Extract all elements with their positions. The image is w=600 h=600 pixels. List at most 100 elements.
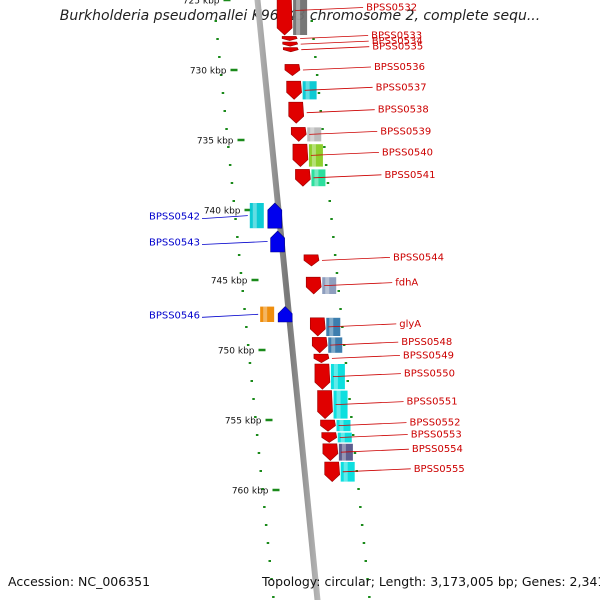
leader-line: [304, 86, 373, 91]
leader-line: [342, 468, 411, 473]
cog-block-BPSS0532: [293, 0, 308, 35]
gene-arrow-BPSS0550: [314, 363, 331, 390]
guide-dot: [250, 380, 253, 382]
guide-dot: [328, 200, 331, 202]
guide-dot: [270, 578, 273, 580]
guide-dot: [219, 74, 223, 76]
guide-dot: [236, 236, 239, 238]
cog-block-BPSS0542: [249, 203, 264, 229]
cog-shine: [263, 306, 268, 322]
guide-dot: [368, 596, 371, 598]
leader-line: [332, 373, 401, 377]
guide-dot: [225, 128, 228, 130]
guide-dot: [246, 344, 250, 346]
gene-label-fdhA: fdhA: [395, 278, 418, 289]
gene-label-BPSS0534: BPSS0534: [372, 36, 423, 47]
guide-dot: [234, 218, 237, 220]
gene-arrow-BPSS0533: [281, 36, 298, 41]
gene-arrows: [267, 0, 341, 483]
gene-arrow-BPSS0542: [267, 202, 283, 229]
leader-line: [306, 109, 375, 114]
gene-label-BPSS0549: BPSS0549: [403, 350, 454, 361]
left-guide-dots: [214, 20, 275, 598]
gene-label-BPSS0539: BPSS0539: [380, 126, 431, 137]
leader-line: [300, 40, 369, 45]
gene-arrow-BPSS0536: [284, 64, 301, 76]
guide-dot: [228, 164, 232, 166]
guide-dot: [268, 560, 271, 562]
gene-label-glyA: glyA: [399, 319, 421, 330]
guide-dot: [310, 20, 313, 22]
gene-label-BPSS0538: BPSS0538: [378, 105, 429, 116]
leader-line: [340, 448, 409, 453]
leader-line: [300, 35, 369, 39]
gene-arrow-BPSS0539: [290, 127, 307, 142]
summary-text: Topology: circular; Length: 3,173,005 bp…: [262, 574, 600, 589]
leader-line: [321, 257, 390, 261]
leader-line: [335, 401, 404, 405]
guide-dot: [214, 20, 217, 22]
guide-dot: [243, 308, 246, 310]
guide-dot: [266, 542, 270, 544]
guide-dot: [337, 290, 340, 292]
guide-dot: [319, 110, 322, 112]
leader-line: [324, 282, 393, 286]
scale-tick-label: 735 kbp: [197, 137, 234, 147]
guide-dot: [359, 506, 362, 508]
gene-arrow-BPSS0552: [320, 419, 336, 432]
gene-arrow-BPSS0549: [313, 353, 330, 363]
guide-dot: [335, 272, 339, 274]
guide-dot: [323, 146, 326, 148]
gene-arrow-glyA: [309, 317, 326, 337]
guide-dot: [263, 506, 266, 508]
scale-tick-label: 725 kbp: [183, 0, 220, 7]
guide-dot: [321, 128, 324, 130]
guide-dot: [350, 416, 353, 418]
leader-line: [339, 434, 408, 438]
leader-line: [331, 355, 400, 359]
gene-arrow-BPSS0551: [317, 390, 333, 420]
guide-dot: [264, 524, 268, 526]
leader-line: [328, 323, 397, 328]
gene-label-BPSS0537: BPSS0537: [376, 82, 427, 93]
guide-dot: [324, 164, 328, 166]
guide-dot: [353, 452, 357, 454]
gene-label-BPSS0544: BPSS0544: [393, 252, 444, 263]
guide-dot: [364, 560, 367, 562]
guide-dot: [241, 290, 244, 292]
leader-line: [201, 241, 268, 245]
scale-tick-label: 755 kbp: [225, 417, 262, 427]
gene-arrow-BPSS0546: [277, 306, 293, 323]
dotted-guides: [214, 20, 371, 598]
guide-dot: [366, 578, 369, 580]
gene-label-BPSS0543: BPSS0543: [149, 238, 200, 249]
gene-labels: BPSS0530BPSS0531BPSS0532BPSS0533BPSS0534…: [149, 3, 465, 475]
leader-line: [338, 422, 407, 426]
gene-label-BPSS0554: BPSS0554: [412, 444, 463, 455]
leader-line: [295, 7, 364, 11]
scale-tick-label: 745 kbp: [211, 277, 248, 287]
gene-label-BPSS0542: BPSS0542: [149, 212, 200, 223]
guide-dot: [360, 524, 364, 526]
guide-dot: [333, 254, 337, 256]
axis-bar: [254, 0, 321, 600]
gene-label-BPSS0553: BPSS0553: [411, 430, 462, 441]
guide-dot: [261, 488, 264, 490]
guide-dot: [252, 398, 255, 400]
guide-dot: [315, 74, 319, 76]
gene-label-BPSS0535: BPSS0535: [372, 42, 423, 53]
scale-tick-label: 760 kbp: [232, 487, 269, 497]
gene-arrow-fdhA: [305, 276, 322, 295]
guide-dot: [362, 542, 366, 544]
gene-arrow-BPSS0534: [282, 41, 299, 47]
leader-line: [301, 46, 370, 51]
leader-line: [310, 152, 379, 156]
guide-dot: [232, 200, 235, 202]
guide-dot: [227, 146, 230, 148]
guide-dot: [218, 56, 221, 58]
gene-arrow-BPSS0535: [282, 47, 299, 53]
gene-label-BPSS0548: BPSS0548: [401, 337, 452, 348]
gene-arrow-BPSS0541: [295, 169, 311, 187]
guide-dot: [216, 38, 219, 40]
guide-dot: [259, 470, 262, 472]
